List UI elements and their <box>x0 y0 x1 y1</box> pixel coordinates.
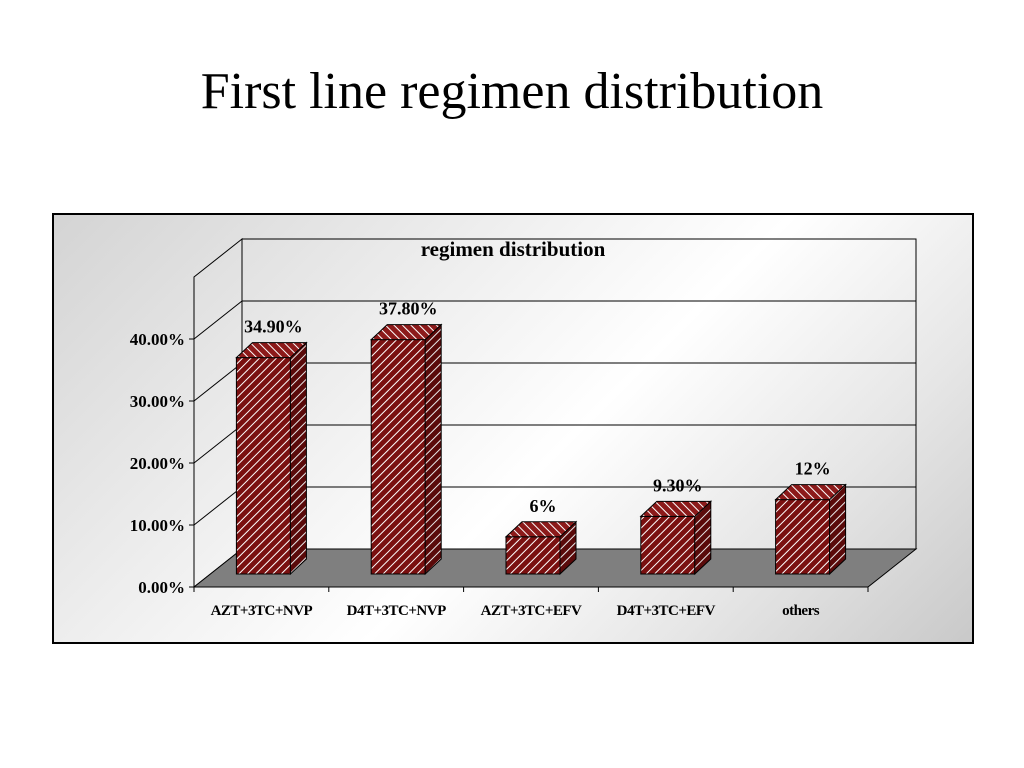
x-tick-label: AZT+3TC+EFV <box>481 603 582 619</box>
data-label: 12% <box>795 459 831 479</box>
gridline-side <box>193 424 243 464</box>
data-label: 6% <box>530 496 557 516</box>
y-tick-label: 40.00% <box>130 330 185 349</box>
x-tick-label: D4T+3TC+NVP <box>347 603 446 619</box>
chart-title: regimen distribution <box>421 237 606 261</box>
bar-top <box>774 484 847 501</box>
bar-chart: regimen distribution 0.00% 10.00% 20.00% 30… <box>130 237 918 619</box>
bar <box>370 339 426 575</box>
bar-top <box>504 521 578 538</box>
bar-side <box>424 323 442 576</box>
bar-top <box>369 324 443 341</box>
bar <box>235 357 291 575</box>
x-tick-label: others <box>782 603 820 619</box>
data-label: 37.80% <box>379 299 438 319</box>
slide-title: First line regimen distribution <box>200 63 824 120</box>
chart-side-wall <box>193 237 243 589</box>
bar-side <box>289 341 307 576</box>
y-tick-label: 10.00% <box>130 516 185 535</box>
chart-area: regimen distribution 0.00% 10.00% 20.00% 30… <box>52 213 974 644</box>
y-tick-label: 20.00% <box>130 454 185 473</box>
bar <box>775 499 831 575</box>
data-label: 34.90% <box>244 317 303 337</box>
bar-top <box>639 500 713 517</box>
bar <box>505 536 561 575</box>
gridline-side <box>193 486 243 526</box>
gridline-side <box>193 362 243 402</box>
data-label: 9.30% <box>653 475 703 495</box>
y-tick-label: 0.00% <box>138 578 185 597</box>
bar-top <box>235 342 308 359</box>
bar <box>640 515 696 575</box>
x-tick-label: AZT+3TC+NVP <box>211 603 313 619</box>
x-tick-label: D4T+3TC+EFV <box>617 603 716 619</box>
gridline-side <box>193 300 243 340</box>
y-tick-label: 30.00% <box>130 392 185 411</box>
